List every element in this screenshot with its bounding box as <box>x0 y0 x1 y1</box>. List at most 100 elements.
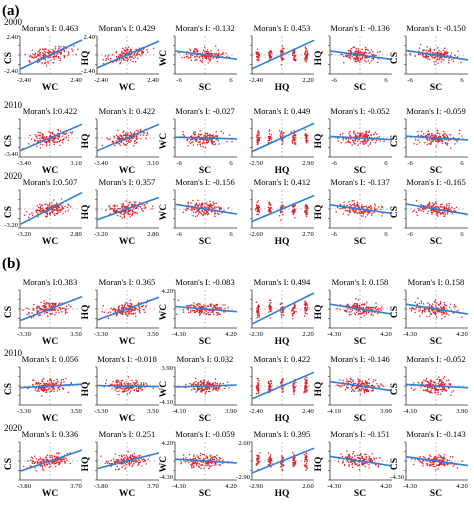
data-point <box>203 211 205 214</box>
data-point <box>62 378 65 381</box>
data-point <box>374 203 376 205</box>
data-point <box>412 307 415 309</box>
data-point <box>255 392 258 395</box>
data-point <box>431 387 434 390</box>
data-point <box>42 48 44 51</box>
data-point <box>199 145 202 147</box>
data-point <box>368 131 370 134</box>
data-point <box>356 57 359 60</box>
data-point <box>367 49 369 51</box>
data-point <box>409 52 412 55</box>
data-point <box>47 140 50 142</box>
data-point <box>108 205 110 207</box>
data-point <box>32 307 35 310</box>
data-point <box>207 311 209 314</box>
data-point <box>128 138 131 141</box>
data-point <box>412 382 415 384</box>
data-point <box>354 302 357 305</box>
data-point <box>51 211 54 214</box>
data-point <box>59 139 61 142</box>
data-point <box>363 312 365 314</box>
data-point <box>376 51 379 54</box>
data-point <box>45 144 48 147</box>
data-point <box>139 206 142 208</box>
x-tick-label: 4.20 <box>380 331 392 338</box>
data-point <box>128 391 131 394</box>
data-point <box>118 59 121 61</box>
regression-line <box>19 123 83 152</box>
x-tick-label: -2.60 <box>249 231 263 238</box>
data-point <box>200 55 202 58</box>
data-point <box>51 383 54 386</box>
data-point <box>293 130 295 132</box>
data-point <box>52 304 55 306</box>
data-point <box>430 391 432 394</box>
data-point <box>293 387 295 390</box>
data-point <box>118 393 120 396</box>
data-point <box>282 214 284 216</box>
x-tick-label: -2.50 <box>249 160 263 167</box>
moran-label: Moran's I: -0.136 <box>330 23 390 33</box>
data-point <box>45 64 48 67</box>
data-point <box>409 307 411 309</box>
data-point <box>292 138 295 141</box>
data-point <box>189 49 192 52</box>
data-point <box>62 212 64 215</box>
data-point <box>46 143 48 145</box>
data-point <box>448 205 450 207</box>
data-point <box>144 311 146 314</box>
data-point <box>53 309 55 312</box>
data-point <box>431 133 433 135</box>
data-point <box>352 141 355 144</box>
data-point <box>423 56 425 58</box>
data-point <box>46 212 49 214</box>
data-point <box>305 214 307 216</box>
year-label: 2020 <box>4 171 23 181</box>
data-point <box>62 138 64 141</box>
data-point <box>61 206 63 209</box>
data-point <box>451 206 453 209</box>
data-point <box>211 310 214 312</box>
data-point <box>359 61 361 63</box>
data-point <box>59 208 62 211</box>
data-point <box>107 58 110 60</box>
data-point <box>50 204 53 207</box>
data-point <box>216 386 218 389</box>
y-axis-label: HQ <box>314 134 324 149</box>
data-point <box>143 309 145 311</box>
data-point <box>122 47 124 50</box>
data-point <box>350 390 353 393</box>
y-axis-label: CS <box>4 306 14 318</box>
data-point <box>133 203 136 206</box>
data-point <box>36 205 39 207</box>
data-point <box>346 387 349 389</box>
data-point <box>430 211 433 214</box>
data-point <box>435 209 438 212</box>
data-point <box>124 59 126 62</box>
data-point <box>258 131 260 133</box>
data-point <box>45 141 48 144</box>
data-point <box>431 138 434 141</box>
data-point <box>101 144 104 147</box>
data-point <box>131 304 133 306</box>
data-point <box>304 134 307 136</box>
data-point <box>436 46 439 49</box>
data-point <box>257 387 259 389</box>
data-point <box>371 212 373 214</box>
data-point <box>209 135 211 138</box>
data-point <box>137 57 139 59</box>
moran-label: Moran's I: 0.158 <box>408 277 465 287</box>
data-point <box>448 379 450 381</box>
data-point <box>211 206 213 209</box>
x-axis-label: WC <box>42 414 59 424</box>
data-point <box>143 383 145 386</box>
data-point <box>430 143 432 145</box>
data-point <box>351 309 354 312</box>
data-point <box>43 306 45 309</box>
data-point <box>124 136 127 138</box>
data-point <box>121 313 124 315</box>
data-point <box>151 205 154 208</box>
data-point <box>413 209 416 212</box>
data-point <box>129 141 131 143</box>
